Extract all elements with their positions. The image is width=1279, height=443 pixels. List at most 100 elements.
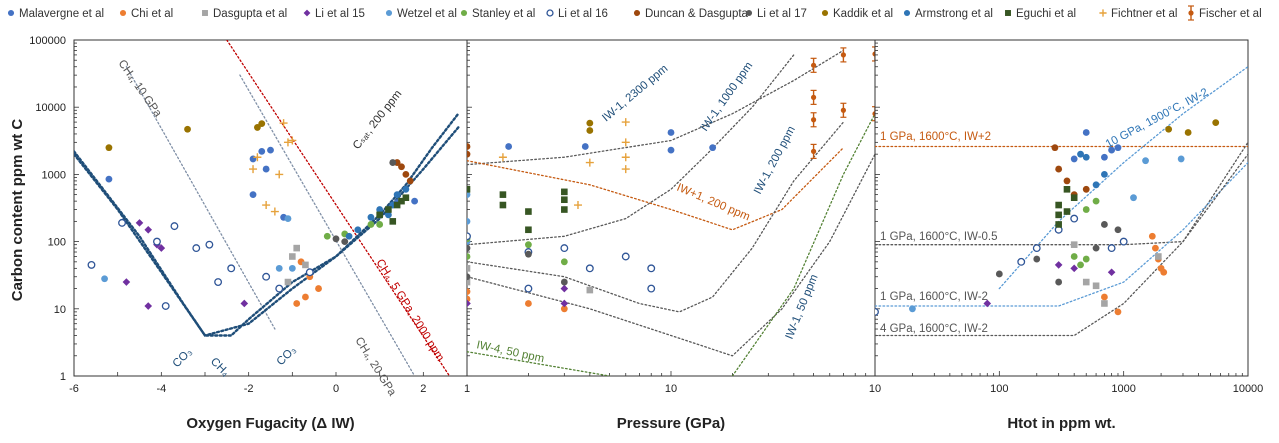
data-point <box>258 147 266 155</box>
data-point <box>585 264 594 273</box>
data-point <box>560 244 569 253</box>
data-point <box>323 232 331 240</box>
data-point <box>1070 264 1078 273</box>
data-point <box>240 299 249 308</box>
data-point <box>288 264 296 272</box>
model-curve <box>467 153 875 357</box>
curve-annotation: 1 GPa, 1600°C, IW+2 <box>880 131 991 143</box>
legend-item: Kaddik et al <box>821 8 893 20</box>
data-point <box>393 191 401 199</box>
data-point <box>402 194 410 202</box>
data-point <box>376 211 383 219</box>
curve-annotation: CO₃ <box>171 346 195 370</box>
data-point <box>254 124 261 131</box>
data-point <box>302 293 309 301</box>
data-point <box>411 197 418 205</box>
data-point <box>262 201 271 210</box>
data-point <box>398 197 405 205</box>
data-point <box>1082 153 1090 161</box>
data-point <box>345 232 353 240</box>
curve-annotation: 10 GPa, 1900°C, IW-2 <box>1104 86 1211 150</box>
legend-label: Stanley et al <box>472 8 535 20</box>
x-ticks: 1 10 <box>464 371 867 395</box>
data-point <box>1077 261 1084 269</box>
model-curve <box>875 153 1248 337</box>
model-curve <box>226 40 451 376</box>
legend-item: Armstrong et al <box>903 8 993 20</box>
x-ticks: 10 100 1000 10000 <box>869 371 1263 395</box>
data-point <box>1055 278 1063 286</box>
data-point <box>284 215 292 222</box>
data-point <box>1108 146 1116 154</box>
legend-label: Armstrong et al <box>915 8 993 20</box>
legend-item: Dasgupta et al <box>202 8 287 20</box>
data-point <box>1063 186 1071 193</box>
legend-label: Li et al 16 <box>558 8 608 20</box>
data-point <box>983 299 992 308</box>
data-point <box>621 138 630 147</box>
data-point <box>1148 232 1156 240</box>
data-point <box>393 201 401 209</box>
model-curve <box>467 351 611 376</box>
data-point <box>118 218 126 227</box>
legend-label: Li et al 17 <box>757 8 807 20</box>
data-point <box>1082 185 1090 193</box>
curve-annotation: IW-1, 1000 ppm <box>699 60 756 134</box>
data-point <box>1070 241 1078 248</box>
legend-item: Duncan & Dasgupta <box>633 8 749 20</box>
data-point <box>135 219 144 227</box>
data-point <box>467 273 471 281</box>
data-point <box>283 138 292 147</box>
data-point <box>262 272 271 281</box>
data-point <box>315 285 322 292</box>
x-tick-label: 100 <box>990 383 1008 395</box>
y-ticks: 1 10 100 1000 10000 100000 <box>29 35 66 383</box>
data-point <box>302 261 309 269</box>
data-point <box>581 143 589 150</box>
data-point <box>1101 171 1108 178</box>
data-point <box>1070 253 1078 260</box>
legend-marker <box>546 9 554 17</box>
legend-marker <box>202 10 208 16</box>
curve-annotation: Cₛₐₜ, 200 ppm <box>351 88 404 152</box>
data-point <box>293 300 301 307</box>
data-point <box>341 238 349 246</box>
data-point <box>467 191 471 199</box>
data-point <box>144 225 153 234</box>
data-point <box>275 170 284 179</box>
data-point <box>389 218 397 225</box>
data-point <box>1107 268 1116 277</box>
data-point <box>1082 278 1090 286</box>
data-point <box>279 119 288 128</box>
x-tick-label: 10 <box>665 383 677 395</box>
data-point <box>105 175 113 183</box>
data-point <box>402 171 410 178</box>
legend-marker <box>821 9 829 17</box>
data-point <box>157 244 166 252</box>
data-point <box>467 232 471 241</box>
data-point <box>289 253 296 260</box>
data-point <box>709 144 717 152</box>
data-point <box>214 278 223 287</box>
curve-annotation: 1 GPa, 1600°C, IW-2 <box>880 291 988 303</box>
data-point <box>875 307 879 316</box>
legend-item: Stanley et al <box>460 8 535 20</box>
data-point <box>1092 197 1100 205</box>
panel-frame <box>874 39 1249 377</box>
x-axis-label: Htot in ppm wt. <box>1007 415 1115 432</box>
data-point <box>560 278 568 286</box>
data-point <box>647 284 656 293</box>
data-point <box>258 120 266 128</box>
data-point <box>561 206 568 213</box>
legend-label: Malavergne et al <box>19 8 104 20</box>
legend-label: Li et al 15 <box>315 8 365 20</box>
x-ticks: -6 -4 -2 0 2 <box>69 372 468 395</box>
legend-item: Li et al 16 <box>546 8 608 20</box>
data-point <box>560 258 568 266</box>
legend-item: Eguchi et al <box>1005 8 1076 20</box>
data-point <box>192 244 201 253</box>
legend-marker <box>7 9 15 17</box>
data-point <box>402 185 410 193</box>
legend-item: Fichtner et al <box>1099 8 1177 20</box>
data-point <box>367 221 375 228</box>
